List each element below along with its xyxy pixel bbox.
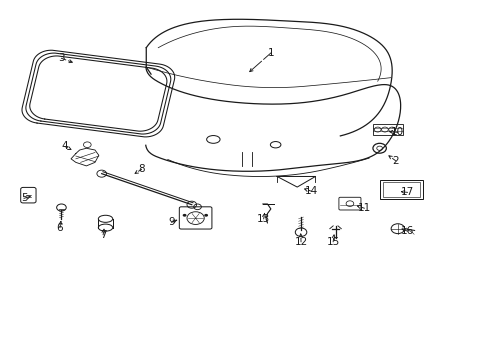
Text: 10: 10 xyxy=(390,127,404,138)
Circle shape xyxy=(204,214,208,217)
Text: 16: 16 xyxy=(400,226,413,236)
Circle shape xyxy=(183,214,186,217)
Text: 5: 5 xyxy=(20,193,27,203)
Text: 14: 14 xyxy=(305,186,318,196)
Text: 1: 1 xyxy=(267,48,274,58)
Text: 6: 6 xyxy=(57,222,63,233)
Text: 17: 17 xyxy=(400,187,413,197)
Text: 7: 7 xyxy=(100,230,106,240)
Text: 15: 15 xyxy=(326,237,339,247)
Text: 4: 4 xyxy=(61,141,68,152)
Text: 8: 8 xyxy=(138,165,144,174)
Text: 9: 9 xyxy=(168,217,175,227)
Bar xyxy=(382,182,419,197)
Bar xyxy=(379,180,422,199)
Text: 3: 3 xyxy=(58,53,64,63)
Text: 12: 12 xyxy=(294,237,307,247)
Text: 11: 11 xyxy=(357,203,370,213)
Text: 13: 13 xyxy=(257,214,270,224)
Text: 2: 2 xyxy=(391,156,398,166)
